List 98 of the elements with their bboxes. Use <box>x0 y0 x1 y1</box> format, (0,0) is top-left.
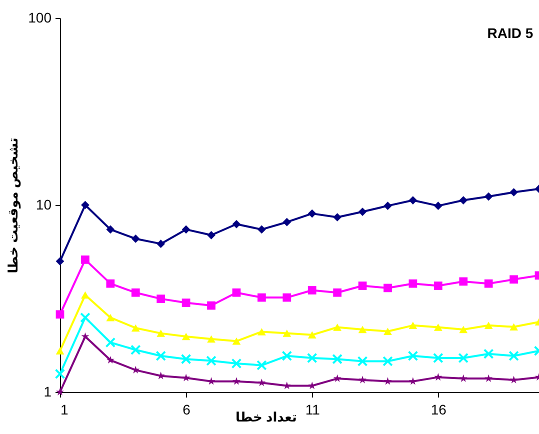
point <box>459 196 468 204</box>
point <box>207 301 216 310</box>
point <box>156 350 166 362</box>
point <box>54 368 66 380</box>
point <box>357 356 368 366</box>
point <box>106 279 115 288</box>
point <box>56 347 64 354</box>
point <box>131 324 140 332</box>
point <box>232 220 241 228</box>
point <box>182 298 190 307</box>
point <box>232 338 241 345</box>
point <box>358 326 367 334</box>
point <box>232 288 241 297</box>
point <box>180 354 192 364</box>
point <box>106 356 114 364</box>
point <box>308 286 316 294</box>
point <box>459 326 468 334</box>
point <box>156 294 166 303</box>
point <box>358 376 367 384</box>
x-tick-label: 11 <box>305 402 320 418</box>
point <box>484 322 493 330</box>
point <box>207 230 216 240</box>
point <box>408 196 418 204</box>
point <box>333 324 342 331</box>
point <box>81 256 90 264</box>
text: RAID 5 <box>487 25 534 41</box>
x-tick-label: 6 <box>182 402 191 418</box>
point <box>106 314 115 322</box>
point <box>256 360 267 370</box>
point <box>258 225 266 234</box>
point <box>282 293 292 302</box>
y-tick-label: 100 <box>28 10 52 26</box>
point <box>81 200 90 210</box>
y-axis-title: تشخیص موقعیت خطا <box>6 138 22 274</box>
point <box>358 208 367 216</box>
point <box>182 332 190 340</box>
point <box>458 352 469 364</box>
point <box>484 192 493 201</box>
point <box>308 209 316 218</box>
point <box>182 374 190 382</box>
point <box>483 348 494 360</box>
point <box>282 330 292 337</box>
x-axis-title: تعداد خطا <box>236 410 297 424</box>
point <box>432 352 444 364</box>
point <box>510 323 518 330</box>
point <box>434 373 442 381</box>
point <box>81 291 90 299</box>
point <box>333 288 342 297</box>
y-tick-label: 1 <box>44 384 52 400</box>
point <box>408 279 418 288</box>
point <box>434 202 442 210</box>
point <box>258 378 266 386</box>
point <box>105 337 116 348</box>
point <box>384 377 392 385</box>
x-tick-label: 1 <box>60 402 68 418</box>
point <box>207 335 216 343</box>
point <box>106 225 115 234</box>
point <box>484 374 493 382</box>
point <box>434 282 442 290</box>
point <box>510 188 518 196</box>
point <box>332 354 342 364</box>
point <box>282 218 292 226</box>
point <box>384 284 392 292</box>
point <box>130 344 141 356</box>
point <box>131 234 140 243</box>
point <box>484 279 493 288</box>
point <box>156 240 166 248</box>
point <box>56 257 64 266</box>
point <box>232 377 240 385</box>
point <box>81 332 90 340</box>
point <box>80 312 90 323</box>
point <box>382 356 393 366</box>
point <box>459 277 468 286</box>
point <box>231 358 242 369</box>
point <box>408 322 418 330</box>
point <box>408 350 418 362</box>
point <box>258 328 266 336</box>
point <box>333 374 342 382</box>
point <box>306 352 318 364</box>
point <box>510 275 518 284</box>
point <box>308 331 316 339</box>
point <box>333 213 342 222</box>
point <box>384 202 392 210</box>
point <box>459 374 468 382</box>
point <box>182 225 190 234</box>
point <box>384 328 392 335</box>
point <box>258 293 266 302</box>
point <box>156 330 166 337</box>
x-tick-label: 16 <box>430 402 447 418</box>
point <box>56 310 64 319</box>
y-tick-label: 10 <box>36 196 52 212</box>
point <box>358 282 367 290</box>
point <box>510 376 518 384</box>
point <box>206 356 216 366</box>
point <box>434 324 442 331</box>
point <box>282 350 292 362</box>
point <box>508 350 519 362</box>
point <box>131 288 140 297</box>
